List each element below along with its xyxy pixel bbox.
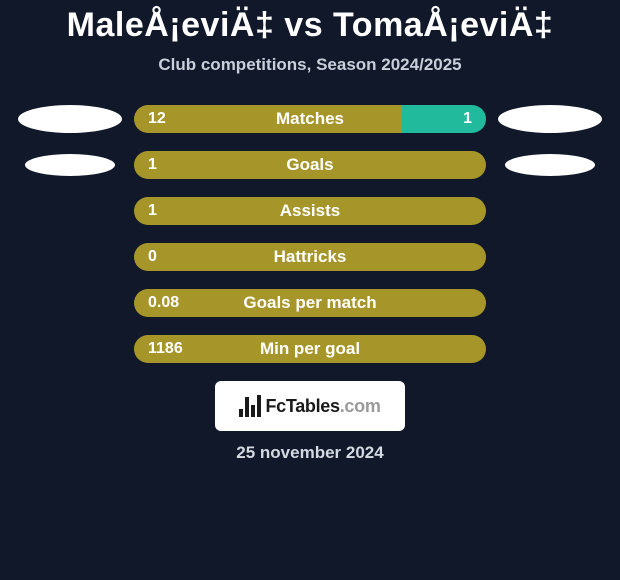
left-avatar-slot — [10, 289, 130, 317]
right-avatar-slot — [490, 197, 610, 225]
stat-bar-left-segment — [134, 289, 486, 317]
left-avatar-slot — [10, 335, 130, 363]
comparison-card: MaleÅ¡eviÄ‡ vs TomaÅ¡eviÄ‡ Club competit… — [0, 0, 620, 463]
stat-bar: 1186Min per goal — [134, 335, 486, 363]
stats-list: 121Matches 1Goals 1Assists 0Hattricks 0.08Go… — [10, 105, 610, 363]
left-avatar-slot — [10, 151, 130, 179]
date-label: 25 november 2024 — [10, 443, 610, 463]
stat-bar: 0.08Goals per match — [134, 289, 486, 317]
stat-bar: 121Matches — [134, 105, 486, 133]
fctables-logo[interactable]: FcTables.com — [215, 381, 405, 431]
logo-bars-icon — [239, 395, 261, 417]
stat-row: 1Assists — [10, 197, 610, 225]
stat-row: 121Matches — [10, 105, 610, 133]
right-avatar-slot — [490, 243, 610, 271]
right-avatar-slot — [490, 151, 610, 179]
stat-row: 0.08Goals per match — [10, 289, 610, 317]
left-avatar-slot — [10, 197, 130, 225]
stat-bar-left-segment — [134, 335, 486, 363]
right-avatar-slot — [490, 335, 610, 363]
stat-bar-left-segment — [134, 105, 402, 133]
player-avatar-placeholder — [498, 105, 602, 133]
player-avatar-placeholder — [18, 105, 122, 133]
right-avatar-slot — [490, 289, 610, 317]
stat-bar-right-segment — [402, 105, 486, 133]
page-subtitle: Club competitions, Season 2024/2025 — [10, 55, 610, 75]
stat-bar: 1Assists — [134, 197, 486, 225]
left-avatar-slot — [10, 105, 130, 133]
stat-row: 1Goals — [10, 151, 610, 179]
stat-row: 1186Min per goal — [10, 335, 610, 363]
page-title: MaleÅ¡eviÄ‡ vs TomaÅ¡eviÄ‡ — [10, 0, 610, 55]
left-avatar-slot — [10, 243, 130, 271]
right-avatar-slot — [490, 105, 610, 133]
stat-bar-left-segment — [134, 243, 486, 271]
player-avatar-placeholder — [25, 154, 115, 176]
player-avatar-placeholder — [505, 154, 595, 176]
stat-bar: 1Goals — [134, 151, 486, 179]
stat-bar-left-segment — [134, 151, 486, 179]
stat-row: 0Hattricks — [10, 243, 610, 271]
stat-bar-left-segment — [134, 197, 486, 225]
stat-bar: 0Hattricks — [134, 243, 486, 271]
logo-text: FcTables.com — [265, 396, 380, 417]
